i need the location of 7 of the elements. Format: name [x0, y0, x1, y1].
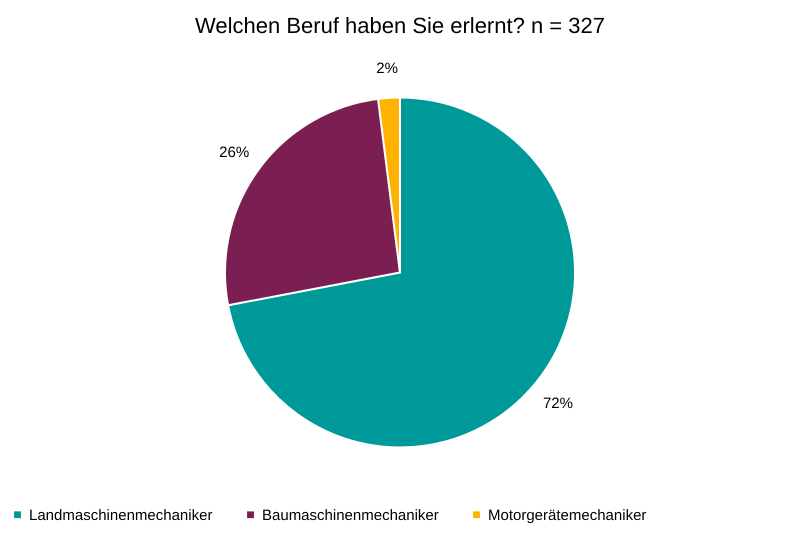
- legend-label: Baumaschinenmechaniker: [262, 506, 439, 524]
- data-label: 72%: [542, 395, 573, 412]
- data-label: 26%: [219, 144, 250, 162]
- data-label: 2%: [376, 60, 398, 77]
- chart-title: Welchen Beruf haben Sie erlernt? n = 327: [195, 13, 605, 38]
- legend-label: Landmaschinenmechaniker: [29, 506, 212, 524]
- legend-label: Motorgerätemechaniker: [488, 506, 646, 524]
